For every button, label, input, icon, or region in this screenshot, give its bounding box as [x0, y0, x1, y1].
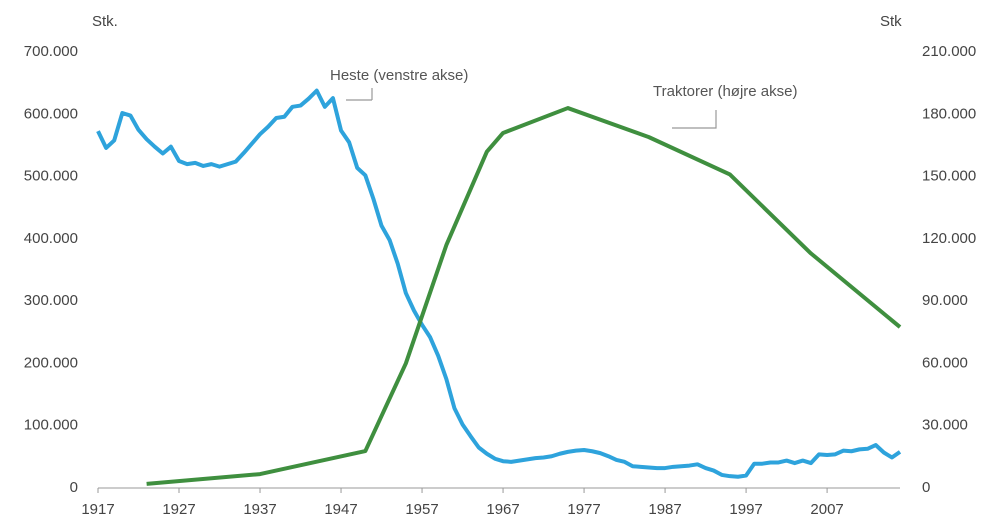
series-line	[96, 88, 902, 479]
y-tick-label: 0	[70, 479, 78, 496]
y-tick-label: 500.000	[24, 168, 78, 185]
x-tick-label: 1957	[405, 501, 438, 518]
y2-tick-label: 210.000	[922, 43, 976, 60]
y-tick-label: 100.000	[24, 417, 78, 434]
x-tick-label: 1947	[324, 501, 357, 518]
y-tick-label: 400.000	[24, 230, 78, 247]
y2-tick-label: 90.000	[922, 292, 968, 309]
x-tick-label: 1977	[567, 501, 600, 518]
y2-tick-label: 0	[922, 479, 930, 496]
x-tick-label: 2007	[810, 501, 843, 518]
y2-tick-label: 60.000	[922, 354, 968, 371]
y2-tick-label: 180.000	[922, 105, 976, 122]
leader-line	[672, 110, 717, 129]
y-axis-title: Stk.	[92, 13, 118, 30]
y-tick-label: 700.000	[24, 43, 78, 60]
x-tick-label: 1937	[243, 501, 276, 518]
y2-tick-label: 30.000	[922, 417, 968, 434]
x-tick-label: 1967	[486, 501, 519, 518]
series-line	[146, 106, 902, 486]
annotation: Heste (venstre akse)	[330, 67, 468, 84]
y2-tick-label: 120.000	[922, 230, 976, 247]
annotation: Traktorer (højre akse)	[653, 83, 797, 100]
y2-axis-title: Stk	[880, 13, 902, 30]
leader-line	[346, 88, 373, 101]
y2-tick-label: 150.000	[922, 168, 976, 185]
x-tick-label: 1987	[648, 501, 681, 518]
x-tick-label: 1917	[81, 501, 114, 518]
x-tick-label: 1927	[162, 501, 195, 518]
y-tick-label: 600.000	[24, 105, 78, 122]
x-tick-label: 1997	[729, 501, 762, 518]
y-tick-label: 200.000	[24, 354, 78, 371]
y-tick-label: 300.000	[24, 292, 78, 309]
